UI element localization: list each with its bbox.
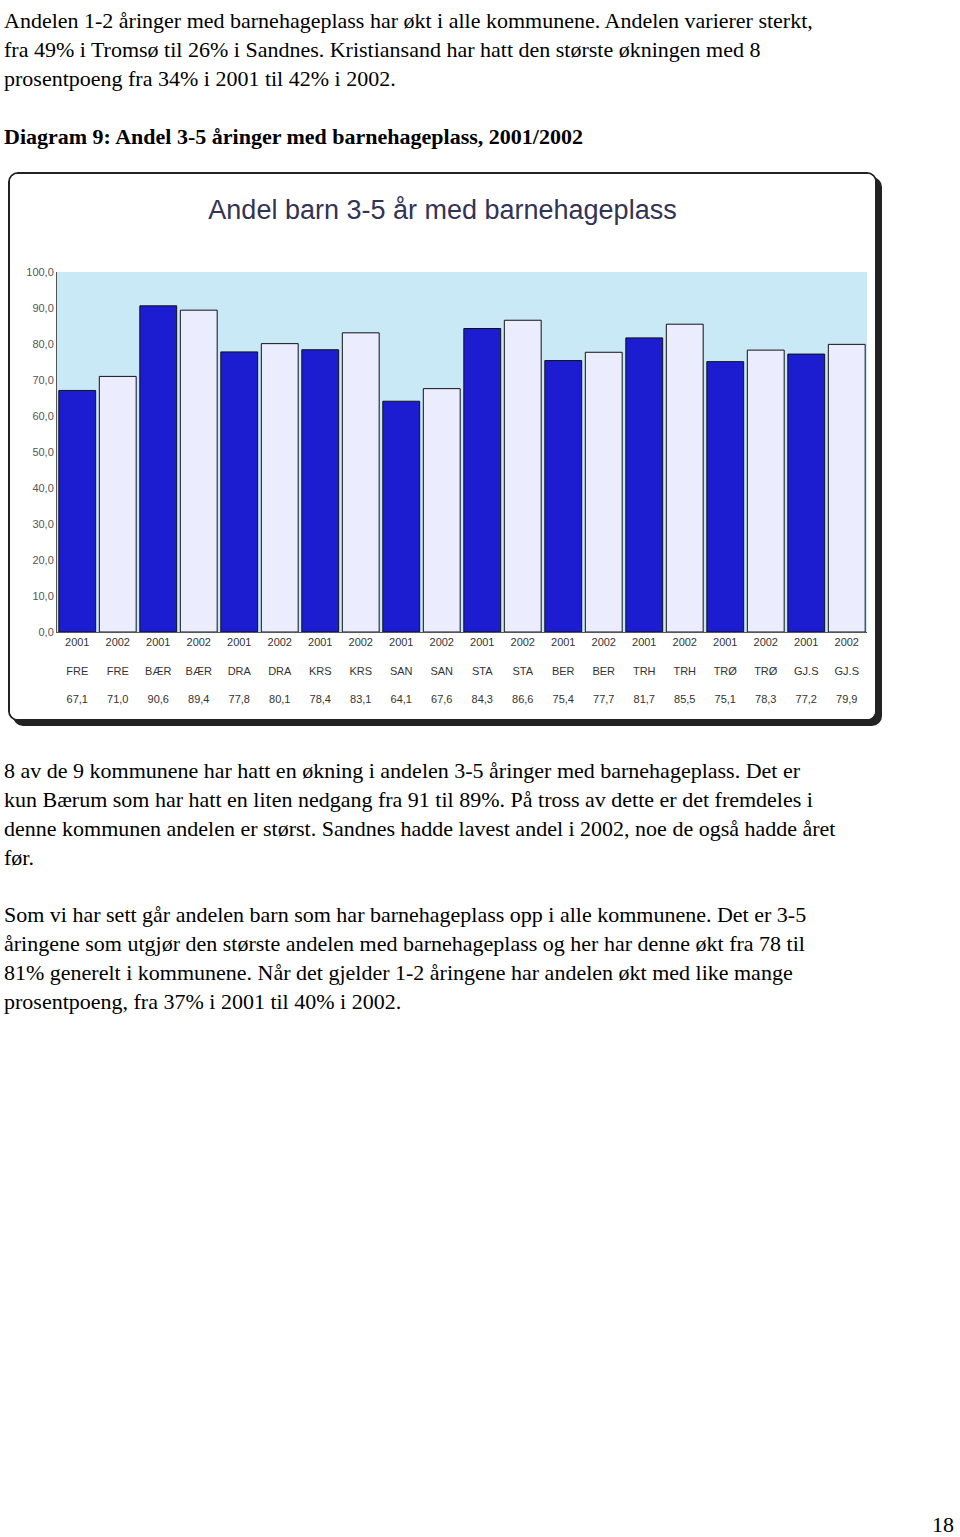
svg-text:2002SAN67,6: 2002SAN67,6 <box>430 636 454 705</box>
svg-text:80,0: 80,0 <box>32 338 53 350</box>
svg-text:2001FRE67,1: 2001FRE67,1 <box>65 636 89 705</box>
svg-text:0,0: 0,0 <box>39 626 54 638</box>
svg-text:2001BÆR90,6: 2001BÆR90,6 <box>145 636 171 705</box>
html-text:Diagram 9: Andel 3-5 åringer m: Diagram 9: Andel 3-5 åringer med barneha… <box>4 124 583 149</box>
html-text:18: 18 <box>932 1512 954 1537</box>
svg-text:30,0: 30,0 <box>32 518 53 530</box>
svg-text:2001TRØ75,1: 2001TRØ75,1 <box>713 636 737 705</box>
svg-text:2002GJ.S79,9: 2002GJ.S79,9 <box>835 636 859 705</box>
svg-text:2002STA86,6: 2002STA86,6 <box>511 636 535 705</box>
svg-text:40,0: 40,0 <box>32 482 53 494</box>
html-text:81% generelt i kommunene. Når: 81% generelt i kommunene. Når det gjelde… <box>4 960 793 985</box>
html-text:fra 49% i Tromsø til 26% i San: fra 49% i Tromsø til 26% i Sandnes. Kris… <box>4 37 761 62</box>
svg-text:70,0: 70,0 <box>32 374 53 386</box>
svg-text:2002TRH85,5: 2002TRH85,5 <box>673 636 697 705</box>
svg-text:2001GJ.S77,2: 2001GJ.S77,2 <box>794 636 818 705</box>
html-text:prosentpoeng fra 34% i 2001 ti: prosentpoeng fra 34% i 2001 til 42% i 20… <box>4 66 396 91</box>
svg-text:10,0: 10,0 <box>32 590 53 602</box>
svg-text:2002BER77,7: 2002BER77,7 <box>592 636 616 705</box>
svg-text:2002KRS83,1: 2002KRS83,1 <box>349 636 373 705</box>
html-text:prosentpoeng, fra 37% i 2001 t: prosentpoeng, fra 37% i 2001 til 40% i 2… <box>4 989 402 1014</box>
svg-text:90,0: 90,0 <box>32 302 53 314</box>
svg-text:2001BER75,4: 2001BER75,4 <box>551 636 575 705</box>
svg-text:50,0: 50,0 <box>32 446 53 458</box>
svg-text:100,0: 100,0 <box>26 266 54 278</box>
svg-text:2001STA84,3: 2001STA84,3 <box>470 636 494 705</box>
svg-text:2002BÆR89,4: 2002BÆR89,4 <box>186 636 212 705</box>
html-text:denne kommunen andelen er stør: denne kommunen andelen er størst. Sandne… <box>4 816 836 841</box>
html-text:åringene som utgjør den størst: åringene som utgjør den største andelen … <box>4 931 805 956</box>
svg-text:2001DRA77,8: 2001DRA77,8 <box>227 636 252 705</box>
html-text:Som vi har sett går andelen ba: Som vi har sett går andelen barn som har… <box>4 902 807 927</box>
html-text:kun Bærum som har hatt en lite: kun Bærum som har hatt en liten nedgang … <box>4 787 813 812</box>
svg-text:20,0: 20,0 <box>32 554 53 566</box>
html-text:før.: før. <box>4 845 34 870</box>
svg-text:2002DRA80,1: 2002DRA80,1 <box>268 636 293 705</box>
html-text:8 av de 9 kommunene har hatt e: 8 av de 9 kommunene har hatt en økning i… <box>4 758 800 783</box>
svg-text:2002FRE71,0: 2002FRE71,0 <box>106 636 130 705</box>
svg-text:2001SAN64,1: 2001SAN64,1 <box>389 636 413 705</box>
svg-text:2001TRH81,7: 2001TRH81,7 <box>632 636 656 705</box>
svg-text:2002TRØ78,3: 2002TRØ78,3 <box>754 636 778 705</box>
svg-text:2001KRS78,4: 2001KRS78,4 <box>308 636 332 705</box>
html-text:Andelen 1-2 åringer med barneh: Andelen 1-2 åringer med barnehageplass h… <box>4 8 813 33</box>
svg-text:Andel barn 3-5 år med barnehag: Andel barn 3-5 år med barnehageplass <box>208 195 676 225</box>
svg-text:60,0: 60,0 <box>32 410 53 422</box>
